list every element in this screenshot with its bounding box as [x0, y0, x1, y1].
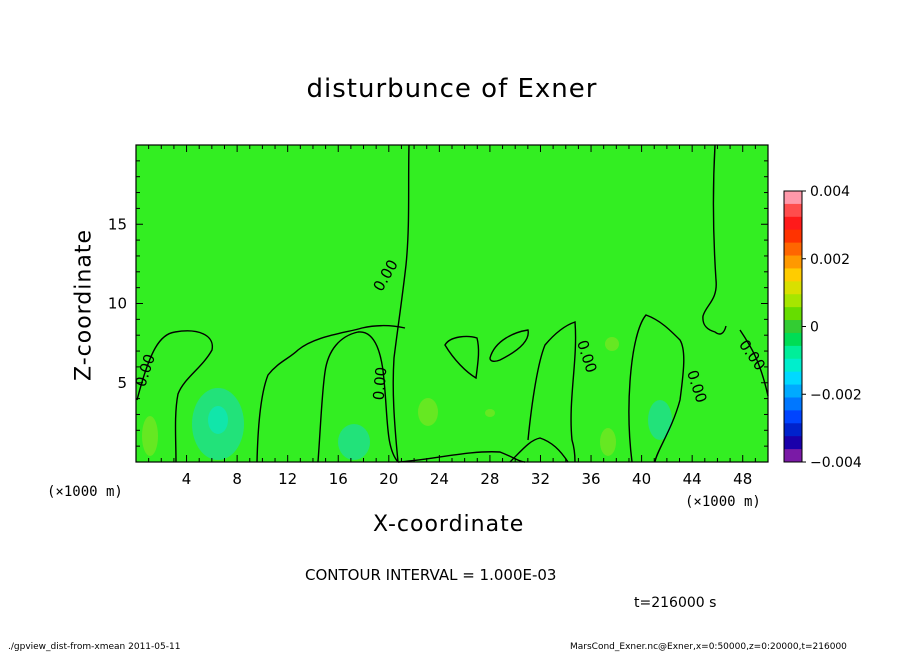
- field-blob-3: [648, 400, 672, 440]
- contour-label-2: 0.00: [370, 366, 391, 401]
- colorbar-swatch-6: [784, 268, 802, 282]
- contour-line-2: [317, 331, 399, 463]
- contour-interval-text: CONTOUR INTERVAL = 1.000E-03: [305, 566, 557, 584]
- colorbar-swatch-7: [784, 281, 802, 295]
- colorbar-swatch-11: [784, 332, 802, 347]
- x-tick-label-40: 40: [632, 470, 651, 488]
- y-axis-unit: (×1000 m): [47, 484, 123, 500]
- colorbar-label-1: 0.002: [810, 252, 850, 268]
- colorbar-swatch-13: [784, 358, 802, 373]
- contour-line-4: [397, 451, 526, 463]
- colorbar-swatch-10: [784, 320, 802, 334]
- x-axis-label: X-coordinate: [373, 512, 525, 537]
- colorbar-swatch-14: [784, 371, 802, 386]
- x-tick-label-4: 4: [182, 470, 192, 488]
- colorbar-swatch-2: [784, 216, 802, 231]
- x-tick-label-16: 16: [329, 470, 348, 488]
- colorbar-swatch-16: [784, 397, 802, 411]
- colorbar-swatch-15: [784, 384, 802, 398]
- x-tick-label-32: 32: [531, 470, 550, 488]
- x-tick-label-28: 28: [480, 470, 499, 488]
- x-tick-label-44: 44: [683, 470, 702, 488]
- field-blob-7: [600, 428, 616, 456]
- footer-left: ./gpview_dist-from-xmean 2011-05-11: [8, 642, 181, 652]
- colorbar-label-3: −0.002: [810, 387, 862, 403]
- colorbar-swatch-0: [784, 191, 802, 205]
- field-blob-6: [485, 409, 495, 417]
- field-blob-2: [338, 424, 370, 460]
- contour-line-5: [444, 335, 480, 380]
- x-tick-label-36: 36: [581, 470, 600, 488]
- x-axis-unit: (×1000 m): [685, 494, 761, 510]
- colorbar-swatch-12: [784, 345, 802, 360]
- contour-line-0: [136, 330, 213, 463]
- y-tick-label-15: 15: [108, 215, 127, 233]
- x-tick-label-48: 48: [733, 470, 752, 488]
- field-blob-8: [605, 337, 619, 351]
- colorbar-swatch-8: [784, 294, 802, 308]
- colorbar-swatch-18: [784, 423, 802, 437]
- x-tick-label-12: 12: [278, 470, 297, 488]
- contour-line-6: [489, 329, 529, 363]
- contour-line-9: [628, 314, 685, 463]
- y-axis-label: Z-coordinate: [71, 229, 97, 381]
- field-blob-1: [208, 406, 228, 434]
- contour-line-10: [702, 144, 727, 335]
- contour-line-7: [509, 437, 569, 463]
- colorbar-swatch-5: [784, 255, 802, 269]
- colorbar-swatch-9: [784, 307, 802, 321]
- chart-title: disturbunce of Exner: [306, 74, 598, 104]
- contour-line-8: [527, 321, 577, 463]
- colorbar-swatch-1: [784, 203, 802, 218]
- colorbar-label-0: 0.004: [810, 184, 850, 200]
- field-blob-5: [418, 398, 438, 426]
- colorbar-swatch-17: [784, 410, 802, 424]
- x-tick-label-20: 20: [379, 470, 398, 488]
- colorbar-label-4: −0.004: [810, 455, 862, 471]
- field-blob-4: [142, 416, 158, 456]
- contour-line-11: [739, 329, 769, 397]
- colorbar-swatch-19: [784, 436, 802, 450]
- x-tick-label-8: 8: [232, 470, 242, 488]
- y-tick-label-5: 5: [117, 374, 127, 392]
- colorbar-swatch-4: [784, 242, 802, 257]
- contour-line-1: [256, 325, 406, 463]
- colorbar-label-2: 0: [810, 320, 819, 336]
- footer-right: MarsCond_Exner.nc@Exner,x=0:50000,z=0:20…: [570, 642, 847, 652]
- contour-line-3: [392, 144, 410, 463]
- colorbar-swatch-3: [784, 229, 802, 244]
- colorbar-swatch-20: [784, 449, 802, 463]
- x-tick-label-24: 24: [430, 470, 449, 488]
- time-stamp: t=216000 s: [634, 595, 717, 611]
- y-tick-label-10: 10: [108, 295, 127, 313]
